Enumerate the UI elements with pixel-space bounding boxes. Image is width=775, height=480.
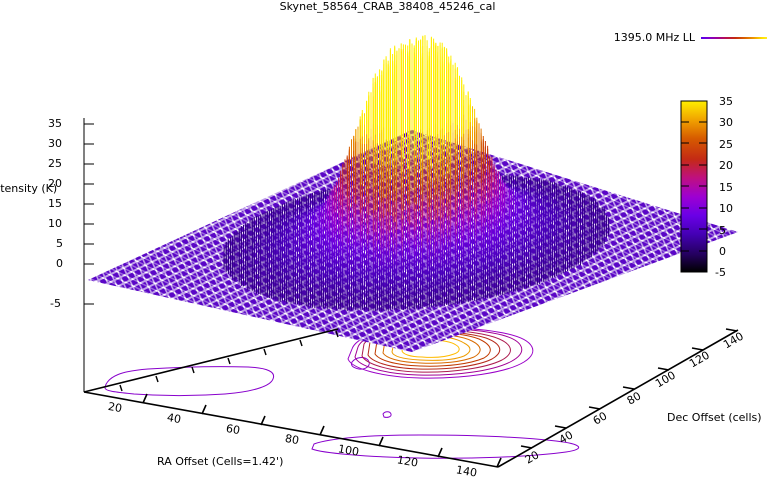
y-axis-ticks (521, 329, 737, 448)
surface-base-plane (88, 130, 738, 352)
z-axis-label: Intensity (K) (0, 182, 57, 195)
colorbar-tick-0: 0 (719, 245, 726, 258)
colorbar (681, 101, 707, 272)
x-tick-label-20: 20 (107, 400, 123, 415)
x-tick-label-60: 60 (225, 422, 241, 437)
z-tick-label-25: 25 (48, 157, 62, 170)
colorbar-tick-10: 10 (719, 202, 733, 215)
z-tick-label-0: 0 (56, 257, 63, 270)
colorbar-tick-25: 25 (719, 138, 733, 151)
z-tick-label-10: 10 (48, 217, 62, 230)
x-tick-label-40: 40 (166, 411, 182, 426)
colorbar-tick-30: 30 (719, 116, 733, 129)
x-tick-label-80: 80 (284, 432, 300, 447)
y-axis-label: Dec Offset (cells) (667, 411, 762, 424)
z-tick-label-neg5: -5 (50, 297, 61, 310)
colorbar-tick-5: 5 (719, 224, 726, 237)
colorbar-tick-35: 35 (719, 95, 733, 108)
colorbar-tick-15: 15 (719, 181, 733, 194)
colorbar-tick-neg5: -5 (715, 266, 726, 279)
z-tick-label-15: 15 (48, 197, 62, 210)
z-tick-label-35: 35 (48, 117, 62, 130)
back-axis-ticks (120, 331, 338, 391)
z-tick-label-5: 5 (56, 237, 63, 250)
z-axis-ticks (84, 124, 94, 304)
colorbar-tick-20: 20 (719, 159, 733, 172)
x-axis-label: RA Offset (Cells=1.42') (157, 455, 283, 468)
z-tick-label-30: 30 (48, 137, 62, 150)
